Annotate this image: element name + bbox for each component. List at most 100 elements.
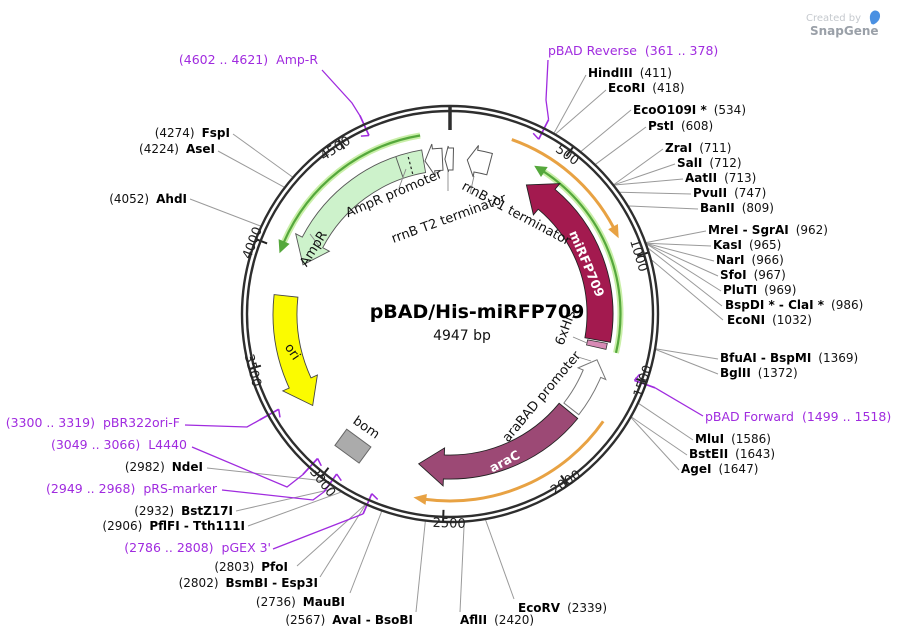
- primer-site-mark-foot: [336, 473, 342, 482]
- tick-mark: [634, 377, 647, 384]
- enzyme-pos: (712): [709, 156, 742, 170]
- feature-arc-mirfp709[interactable]: [525, 183, 614, 343]
- enzyme-label-pflfi-tth111i[interactable]: (2906) PflFI - Tth111I: [102, 519, 245, 533]
- enzyme-pos: (1647): [718, 462, 759, 476]
- enzyme-pos: (2906): [102, 519, 143, 533]
- primer-label-pbr322ori-f[interactable]: (3300 .. 3319) pBR322ori-F: [6, 416, 180, 430]
- enzyme-name: BfuAI - BspMI: [720, 351, 812, 365]
- enzyme-pos: (986): [831, 298, 864, 312]
- enzyme-pos: (2982): [124, 460, 165, 474]
- enzyme-label-avai-bsobi[interactable]: (2567) AvaI - BsoBI: [285, 613, 413, 627]
- primer-label-pbad-reverse[interactable]: pBAD Reverse (361 .. 378): [548, 44, 718, 58]
- primer-site-mark-foot: [371, 493, 379, 500]
- tick-label-3500: 3500: [241, 353, 264, 389]
- orf-arc-green-mirfp: [543, 170, 622, 354]
- enzyme-label-ecorv[interactable]: EcoRV (2339): [518, 601, 607, 615]
- enzyme-callout-line: [655, 349, 719, 375]
- enzyme-label-bspdi-clai[interactable]: BspDI * - ClaI * (986): [725, 298, 863, 312]
- feature-box-bom[interactable]: [334, 428, 372, 464]
- enzyme-label-maubi[interactable]: (2736) MauBI: [256, 595, 345, 609]
- primer-label-prs-marker[interactable]: (2949 .. 2968) pRS-marker: [46, 482, 217, 496]
- primer-site-mark-foot: [360, 134, 370, 137]
- enzyme-callout-line: [206, 467, 325, 482]
- enzyme-label-bsmbi-esp3i[interactable]: (2802) BsmBI - Esp3I: [179, 576, 318, 590]
- enzyme-pos: (4224): [139, 142, 179, 156]
- enzyme-label-ahdi[interactable]: (4052) AhdI: [109, 192, 187, 206]
- primer-name: pBAD Reverse: [548, 43, 637, 58]
- primer-range: (2786 .. 2808): [124, 540, 214, 555]
- tick-mark: [320, 467, 330, 478]
- enzyme-label-aatii[interactable]: AatII (713): [685, 171, 756, 185]
- feature-sliver-rrnb-t2[interactable]: [444, 145, 455, 173]
- enzyme-name: FspI: [201, 126, 230, 140]
- tick-mark: [560, 474, 569, 486]
- enzyme-label-econi[interactable]: EcoNI (1032): [727, 313, 812, 327]
- primer-label-l4440[interactable]: (3049 .. 3066) L4440: [51, 438, 187, 452]
- enzyme-label-ecori[interactable]: EcoRI (418): [608, 81, 685, 95]
- enzyme-name: BsmBI - Esp3I: [225, 576, 318, 590]
- enzyme-label-kasi[interactable]: KasI (965): [713, 238, 781, 252]
- enzyme-label-sali[interactable]: SalI (712): [677, 156, 742, 170]
- enzyme-pos: (2803): [214, 560, 255, 574]
- enzyme-pos: (608): [680, 119, 714, 133]
- enzyme-label-bfuai-bspmi[interactable]: BfuAI - BspMI (1369): [720, 351, 858, 365]
- feature-arc-ampr[interactable]: [295, 149, 427, 266]
- enzyme-name: AflII: [460, 613, 488, 627]
- enzyme-pos: (1372): [757, 366, 798, 380]
- feature-arrow-arabad-promoter[interactable]: [563, 359, 607, 416]
- enzyme-label-pfoi[interactable]: (2803) PfoI: [214, 560, 288, 574]
- enzyme-callout-line: [631, 417, 680, 471]
- primer-name: pBR322ori-F: [102, 415, 180, 430]
- enzyme-label-pluti[interactable]: PluTI (969): [723, 283, 796, 297]
- enzyme-name: PluTI: [723, 283, 758, 297]
- enzyme-label-bstz17i[interactable]: (2932) BstZ17I: [134, 504, 233, 518]
- enzyme-label-mlui[interactable]: MluI (1586): [695, 432, 771, 446]
- enzyme-label-nari[interactable]: NarI (966): [716, 253, 784, 267]
- enzyme-label-mrei-sgrai[interactable]: MreI - SgrAI (962): [708, 223, 828, 237]
- enzyme-callout-line: [646, 242, 712, 247]
- enzyme-name: SalI: [677, 156, 703, 170]
- enzyme-label-sfoi[interactable]: SfoI (967): [720, 268, 786, 282]
- enzyme-label-ecoo109i[interactable]: EcoO109I * (534): [633, 103, 746, 117]
- feature-arrow-rrnb-t2[interactable]: [424, 143, 444, 177]
- feature-arc-ori[interactable]: [272, 294, 318, 407]
- enzyme-name: AseI: [185, 142, 215, 156]
- enzyme-label-pvuii[interactable]: PvuII (747): [693, 186, 766, 200]
- primer-range: (361 .. 378): [644, 43, 719, 58]
- enzyme-callout-line: [628, 205, 699, 210]
- feature-box-6xhis[interactable]: [586, 339, 608, 350]
- enzyme-label-bglii[interactable]: BglII (1372): [720, 366, 798, 380]
- primer-name: pGEX 3': [221, 540, 271, 555]
- enzyme-name: PfoI: [261, 560, 288, 574]
- enzyme-label-banii[interactable]: BanII (809): [700, 201, 774, 215]
- enzyme-pos: (1643): [735, 447, 776, 461]
- enzyme-label-fspi[interactable]: (4274) FspI: [155, 126, 230, 140]
- primer-callout-line: [221, 489, 325, 501]
- enzyme-label-asei[interactable]: (4224) AseI: [139, 142, 215, 156]
- primer-label-pbad-forward[interactable]: pBAD Forward (1499 .. 1518): [705, 410, 891, 424]
- enzyme-callout-line: [580, 109, 632, 152]
- enzyme-label-aflii[interactable]: AflII (2420): [460, 613, 534, 627]
- primer-site-mark-foot: [633, 373, 641, 381]
- enzyme-label-agei[interactable]: AgeI (1647): [681, 462, 758, 476]
- primer-callout-line: [191, 446, 304, 488]
- enzyme-pos: (2736): [255, 595, 296, 609]
- enzyme-label-ndei[interactable]: (2982) NdeI: [125, 460, 203, 474]
- primer-label-amp-r[interactable]: (4602 .. 4621) Amp-R: [179, 53, 318, 67]
- feature-arc-arac[interactable]: [417, 402, 579, 487]
- enzyme-pos: (2420): [494, 613, 535, 627]
- enzyme-label-hindiii[interactable]: HindIII (411): [588, 66, 672, 80]
- enzyme-label-zrai[interactable]: ZraI (711): [665, 141, 731, 155]
- feature-boundary-ampr-promoter: [395, 156, 404, 179]
- primer-callout-line: [184, 419, 260, 428]
- enzyme-label-psti[interactable]: PstI (608): [648, 119, 713, 133]
- feature-arrow-rrnb-t1[interactable]: [466, 145, 494, 178]
- enzyme-label-bsteii[interactable]: BstEII (1643): [689, 447, 775, 461]
- primer-label-pgex-3[interactable]: (2786 .. 2808) pGEX 3': [124, 541, 271, 555]
- enzyme-callout-line: [555, 89, 607, 135]
- primer-name: Amp-R: [276, 52, 318, 67]
- snapgene-logo-icon: [870, 10, 881, 25]
- enzyme-pos: (534): [713, 103, 747, 117]
- enzyme-callout-line: [646, 243, 722, 292]
